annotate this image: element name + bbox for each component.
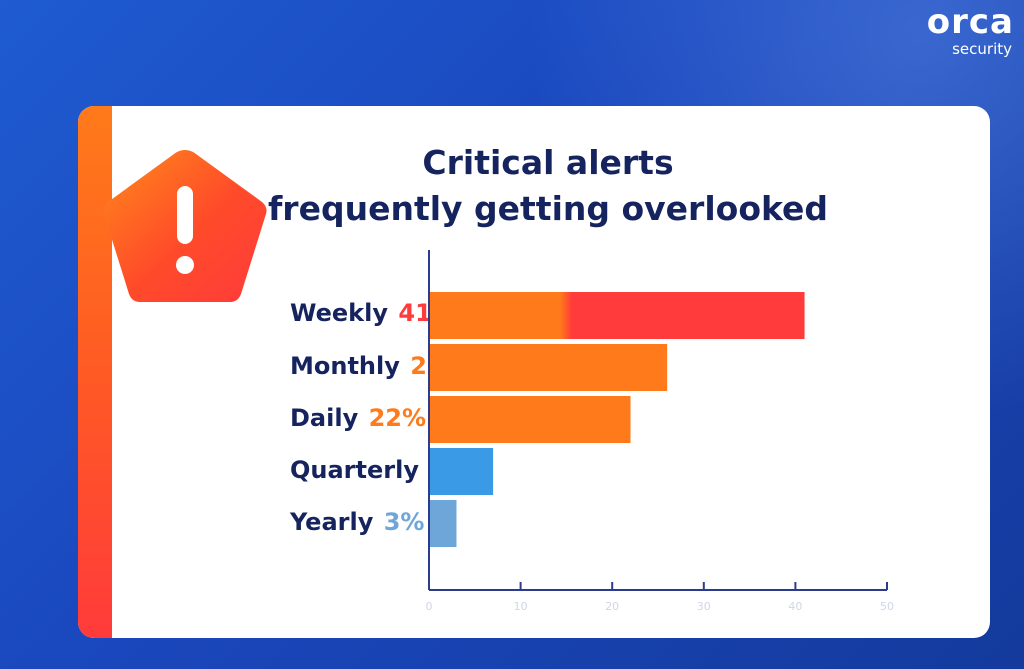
- x-tick-label: 0: [426, 600, 433, 613]
- chart-card: Critical alerts frequently getting overl…: [78, 106, 990, 638]
- orca-security-logo: orca security: [904, 2, 1014, 58]
- bars-group: [429, 292, 805, 547]
- logo-tagline: security: [952, 40, 1012, 58]
- chart-title: Critical alerts frequently getting overl…: [267, 143, 829, 229]
- exclamation-icon: [176, 186, 194, 274]
- category-name: Monthly: [290, 352, 400, 380]
- bar-monthly: [429, 344, 668, 391]
- x-tick-label: 50: [880, 600, 894, 613]
- category-name: Quarterly: [290, 456, 419, 484]
- bar-yearly: [429, 500, 457, 547]
- x-tick-label: 10: [514, 600, 528, 613]
- category-label-yearly: Yearly 3%: [290, 505, 424, 539]
- x-tick-label: 40: [788, 600, 802, 613]
- category-name: Daily: [290, 404, 359, 432]
- logo-wordmark: orca: [926, 2, 1014, 42]
- card-accent-stripe: [78, 106, 112, 638]
- bar-daily: [429, 396, 631, 443]
- x-tick-label: 30: [697, 600, 711, 613]
- category-percent: 3%: [383, 508, 425, 536]
- bar-weekly: [429, 292, 805, 339]
- alert-pentagon-badge: [103, 150, 267, 302]
- x-ticks-group: 0 10 20 30 40 50: [426, 582, 894, 613]
- bar-quarterly: [429, 448, 494, 495]
- bar-chart: 0 10 20 30 40 50: [426, 250, 894, 613]
- category-name: Yearly: [290, 508, 374, 536]
- x-tick-label: 20: [605, 600, 619, 613]
- category-label-daily: Daily 22%: [290, 401, 426, 435]
- category-percent: 22%: [368, 404, 427, 432]
- category-name: Weekly: [290, 299, 389, 327]
